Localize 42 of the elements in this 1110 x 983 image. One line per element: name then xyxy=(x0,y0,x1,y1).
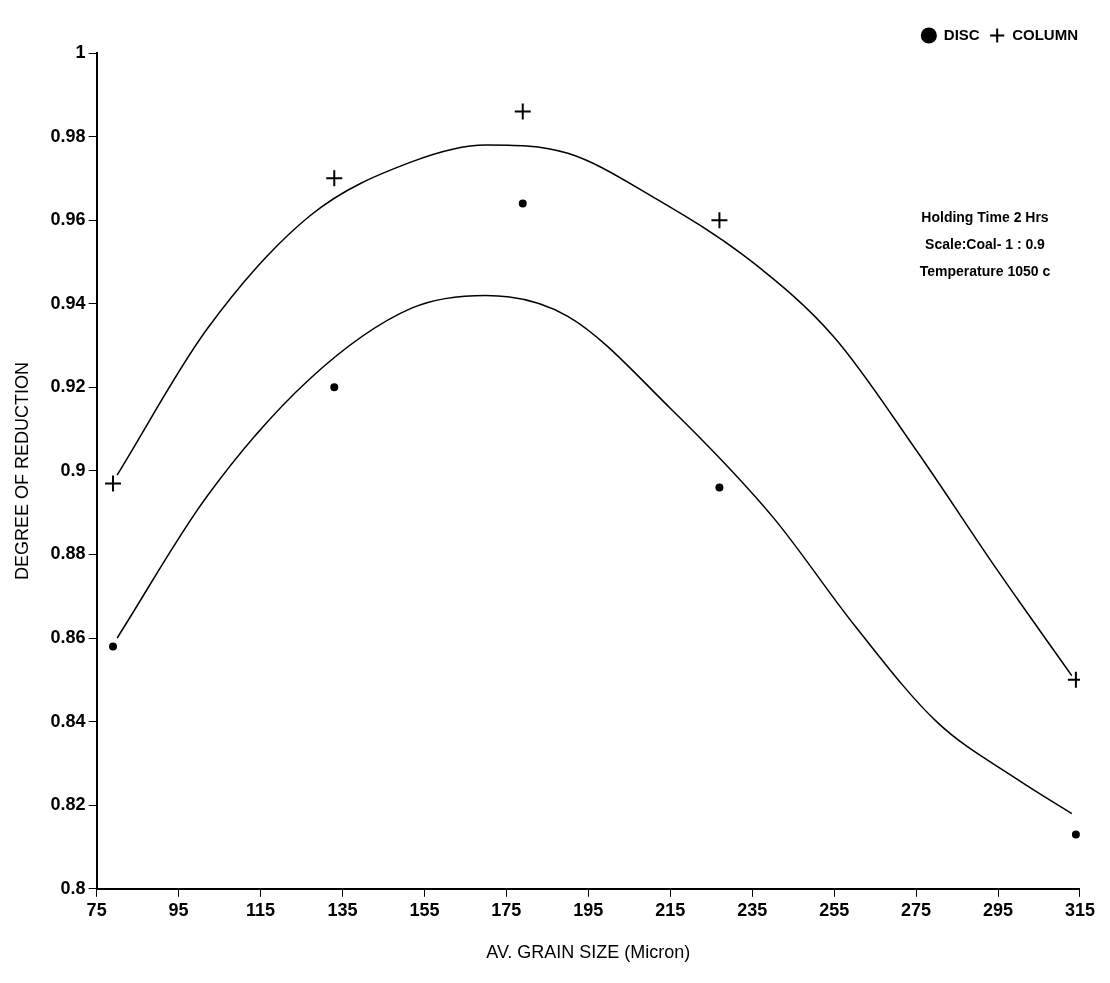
y-tick-label: 0.88 xyxy=(50,543,86,564)
annotation: Scale:Coal- 1 : 0.9 xyxy=(925,235,1046,252)
x-tick-label: 75 xyxy=(86,899,107,920)
point xyxy=(325,169,344,188)
x-tick-label: 155 xyxy=(409,899,440,920)
point xyxy=(513,102,532,121)
y-tick-label: 0.84 xyxy=(50,710,86,731)
y-axis-title: DEGREE OF REDUCTION xyxy=(11,361,32,580)
x-tick-label: 95 xyxy=(168,899,189,920)
x-tick-label: 195 xyxy=(573,899,604,920)
point xyxy=(710,211,729,230)
x-tick-label: 275 xyxy=(901,899,932,920)
line-series xyxy=(116,294,1073,815)
y-tick-label: 0.9 xyxy=(60,459,86,480)
y-tick-label: 0.94 xyxy=(50,292,86,313)
legend-label: COLUMN xyxy=(1012,25,1079,43)
y-tick-label: 0.86 xyxy=(50,627,86,648)
y-tick-label: 0.82 xyxy=(50,794,86,815)
x-tick-label: 235 xyxy=(737,899,768,920)
x-tick-label: 215 xyxy=(655,899,686,920)
point xyxy=(518,199,527,208)
point xyxy=(330,383,339,392)
point xyxy=(109,642,118,651)
annotation: Holding Time 2 Hrs xyxy=(921,208,1049,225)
legend-label: DISC xyxy=(943,25,980,43)
x-axis-title: AV. GRAIN SIZE (Micron) xyxy=(486,942,691,963)
point xyxy=(715,483,724,492)
x-tick-label: 115 xyxy=(246,899,276,920)
y-tick-label: 0.92 xyxy=(50,376,86,397)
point xyxy=(104,474,123,493)
y-tick-label: 0.96 xyxy=(50,209,86,230)
annotation: Temperature 1050 c xyxy=(919,262,1051,279)
x-tick-label: 135 xyxy=(327,899,358,920)
x-tick-label: 175 xyxy=(491,899,522,920)
x-tick-label: 315 xyxy=(1064,899,1096,920)
y-tick-label: 0.8 xyxy=(60,877,86,898)
y-tick-label: 1 xyxy=(75,41,86,62)
line-series xyxy=(116,144,1073,677)
y-tick-label: 0.98 xyxy=(50,125,86,146)
x-tick-label: 255 xyxy=(819,899,850,920)
point xyxy=(1071,830,1080,839)
x-tick-label: 295 xyxy=(983,899,1014,920)
